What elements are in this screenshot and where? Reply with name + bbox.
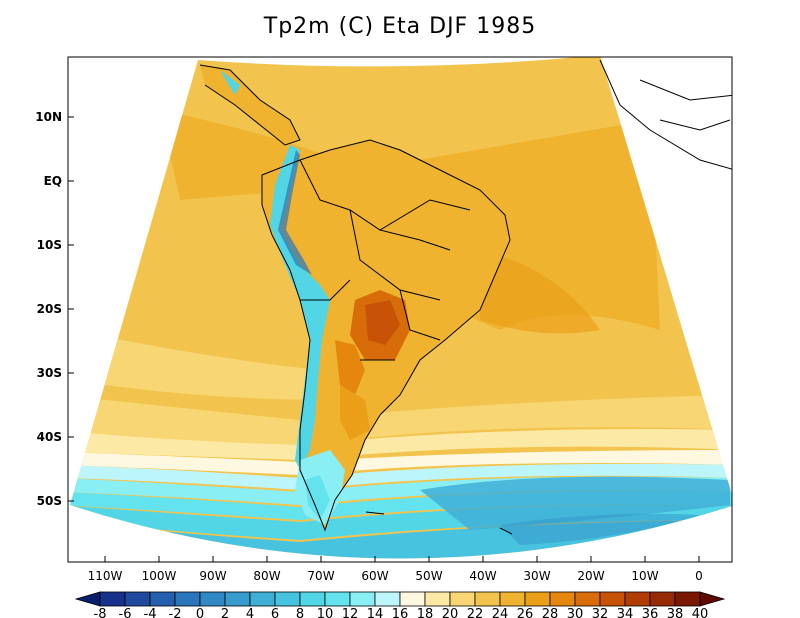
colorbar-swatch	[649, 591, 676, 607]
colorbar-label: 16	[392, 607, 409, 618]
colorbar-swatch	[199, 591, 226, 607]
colorbar-label: 30	[567, 607, 584, 618]
colorbar-arrow-low	[74, 591, 101, 607]
colorbar-label: 14	[367, 607, 384, 618]
lon-tick-label: 40W	[469, 569, 496, 583]
colorbar-swatch	[549, 591, 576, 607]
colorbar-swatch	[374, 591, 401, 607]
colorbar-label: 34	[617, 607, 634, 618]
colorbar-label: 36	[642, 607, 659, 618]
lat-tick-label: 10S	[37, 238, 62, 252]
colorbar-swatch	[524, 591, 551, 607]
map-title: Tp2m (C) Eta DJF 1985	[263, 14, 537, 39]
colorbar-swatch	[299, 591, 326, 607]
lat-tick-label: 10N	[35, 110, 62, 124]
colorbar-swatch	[274, 591, 301, 607]
colorbar-label: 20	[442, 607, 459, 618]
colorbar-label: 0	[196, 607, 204, 618]
lat-axis: 10N EQ 10S 20S 30S 40S 50S	[35, 110, 74, 508]
colorbar-arrow-high	[699, 591, 726, 607]
colorbar-swatch	[474, 591, 501, 607]
colorbar-label: -8	[94, 607, 107, 618]
lat-tick-label: 20S	[37, 302, 62, 316]
colorbar: -8 -6 -4 -2 0 2 4 6 8 10 12 14 16 18 20 22 24 26 28 30 32 34 3…	[74, 591, 726, 618]
colorbar-swatch	[574, 591, 601, 607]
colorbar-label: 26	[517, 607, 534, 618]
colorbar-swatch	[349, 591, 376, 607]
coastlines	[199, 59, 732, 535]
colorbar-label: -6	[119, 607, 132, 618]
lon-axis: 110W 100W 90W 80W 70W 60W 50W 40W 30W 20…	[88, 556, 703, 583]
colorbar-swatch	[674, 591, 701, 607]
colorbar-swatch	[449, 591, 476, 607]
colorbar-label: 4	[246, 607, 254, 618]
colorbar-swatch	[424, 591, 451, 607]
lat-tick-label: 50S	[37, 494, 62, 508]
colorbar-swatch	[99, 591, 126, 607]
colorbar-swatch	[249, 591, 276, 607]
lat-tick-label: EQ	[44, 174, 62, 188]
lat-tick-label: 40S	[37, 430, 62, 444]
lon-tick-label: 110W	[88, 569, 123, 583]
colorbar-label: 40	[692, 607, 709, 618]
colorbar-swatch	[174, 591, 201, 607]
lon-tick-label: 30W	[523, 569, 550, 583]
lon-tick-label: 0	[695, 569, 703, 583]
colorbar-swatch	[324, 591, 351, 607]
colorbar-label: 38	[667, 607, 684, 618]
lon-tick-label: 100W	[142, 569, 177, 583]
lon-tick-label: 80W	[253, 569, 280, 583]
colorbar-swatch	[399, 591, 426, 607]
colorbar-swatch	[149, 591, 176, 607]
lon-tick-label: 20W	[577, 569, 604, 583]
colorbar-label: 10	[317, 607, 334, 618]
temperature-field	[70, 57, 732, 559]
colorbar-label: 18	[417, 607, 434, 618]
lon-tick-label: 10W	[631, 569, 658, 583]
colorbar-swatch	[624, 591, 651, 607]
colorbar-swatch	[599, 591, 626, 607]
lon-tick-label: 70W	[307, 569, 334, 583]
colorbar-label: 22	[467, 607, 484, 618]
colorbar-label: 12	[342, 607, 359, 618]
lat-tick-label: 30S	[37, 366, 62, 380]
colorbar-label: 8	[296, 607, 304, 618]
colorbar-swatch	[124, 591, 151, 607]
colorbar-swatch	[224, 591, 251, 607]
colorbar-label: 24	[492, 607, 509, 618]
colorbar-swatch	[499, 591, 526, 607]
colorbar-label: -2	[169, 607, 182, 618]
colorbar-label: 6	[271, 607, 279, 618]
colorbar-label: 28	[542, 607, 559, 618]
lon-tick-label: 60W	[361, 569, 388, 583]
colorbar-label: -4	[144, 607, 157, 618]
lon-tick-label: 90W	[199, 569, 226, 583]
colorbar-label: 32	[592, 607, 609, 618]
lon-tick-label: 50W	[415, 569, 442, 583]
colorbar-label: 2	[221, 607, 229, 618]
